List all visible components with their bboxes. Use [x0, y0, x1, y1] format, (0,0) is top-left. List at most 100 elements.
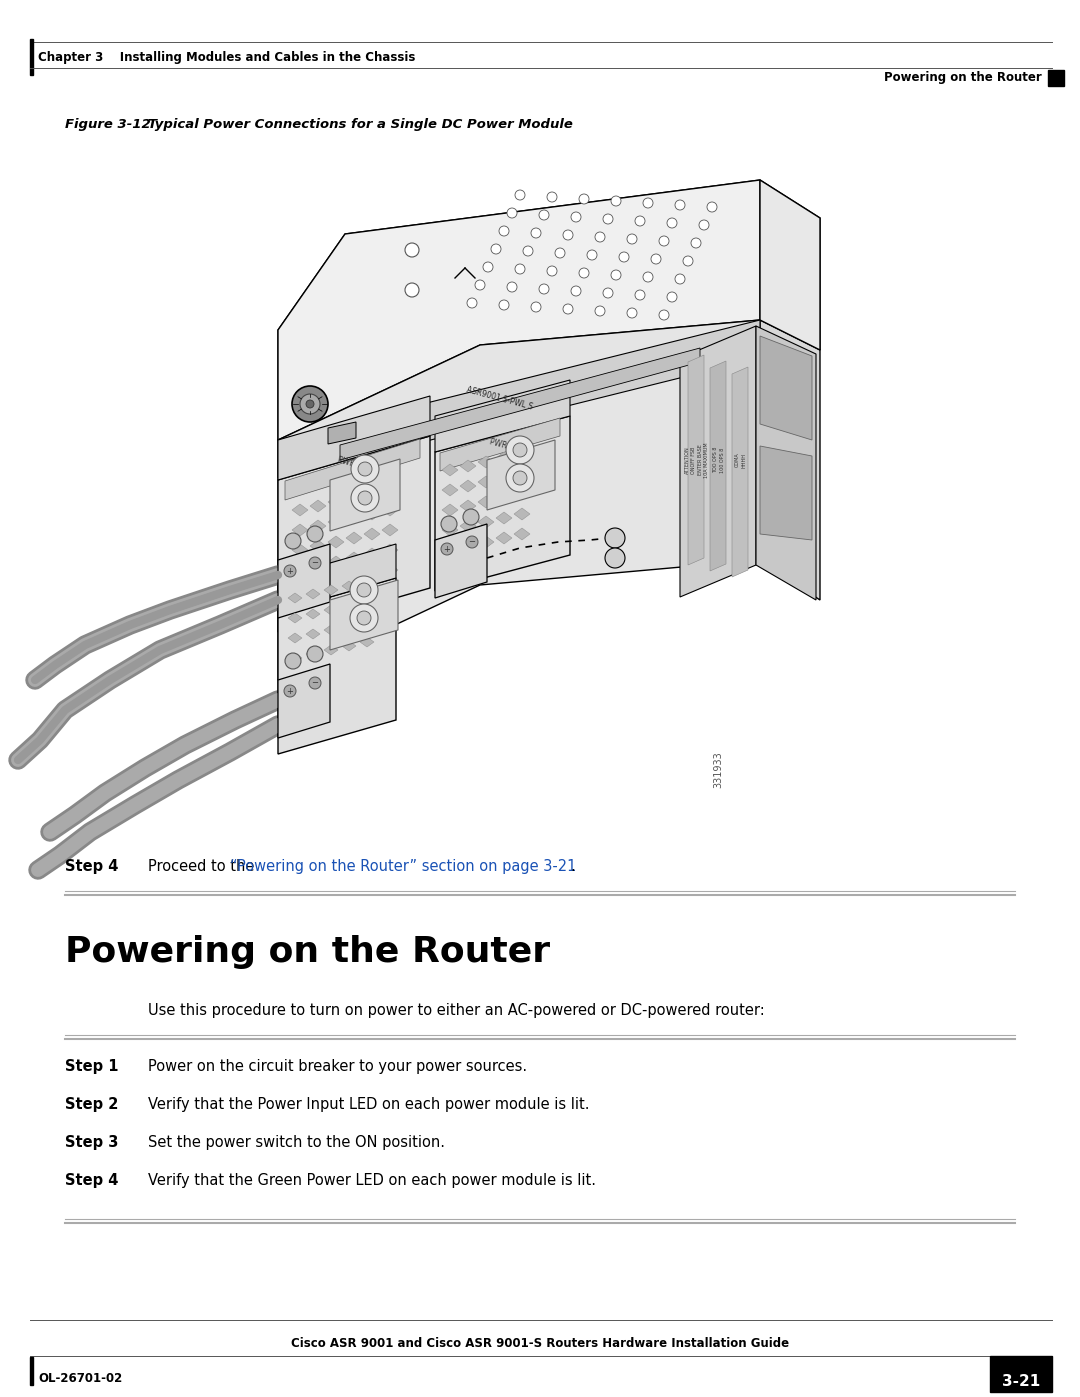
Polygon shape [342, 581, 356, 591]
Polygon shape [514, 509, 530, 520]
Circle shape [667, 292, 677, 302]
Polygon shape [460, 541, 476, 552]
Circle shape [571, 286, 581, 296]
Circle shape [513, 471, 527, 485]
Polygon shape [288, 613, 302, 623]
Text: ATTENTION
ONOFF FSB
ENTER BASE
10A MAXIMUM: ATTENTION ONOFF FSB ENTER BASE 10A MAXIM… [685, 443, 710, 478]
Polygon shape [306, 629, 320, 638]
Polygon shape [760, 337, 812, 440]
Polygon shape [346, 552, 362, 564]
Polygon shape [460, 481, 476, 492]
Text: Step 2: Step 2 [65, 1097, 119, 1112]
Polygon shape [342, 641, 356, 651]
Text: PWR 0: PWR 0 [337, 455, 363, 471]
Circle shape [292, 386, 328, 422]
Polygon shape [328, 422, 356, 444]
Polygon shape [760, 180, 820, 351]
Text: −: − [469, 538, 475, 546]
Polygon shape [514, 528, 530, 541]
Circle shape [351, 455, 379, 483]
Circle shape [284, 564, 296, 577]
Polygon shape [292, 543, 308, 556]
Circle shape [605, 548, 625, 569]
Polygon shape [496, 453, 512, 464]
Polygon shape [278, 180, 760, 440]
Text: +: + [444, 545, 450, 553]
Polygon shape [288, 592, 302, 604]
Text: Chapter 3    Installing Modules and Cables in the Chassis: Chapter 3 Installing Modules and Cables … [38, 50, 416, 63]
Text: Power on the circuit breaker to your power sources.: Power on the circuit breaker to your pow… [148, 1059, 527, 1074]
Polygon shape [328, 496, 345, 509]
Polygon shape [306, 609, 320, 619]
Text: Step 1: Step 1 [65, 1059, 119, 1074]
Polygon shape [324, 624, 338, 636]
Polygon shape [278, 320, 760, 680]
Circle shape [507, 282, 517, 292]
Circle shape [667, 218, 677, 228]
Text: Step 3: Step 3 [65, 1134, 119, 1150]
Circle shape [284, 685, 296, 697]
Text: Set the power switch to the ON position.: Set the power switch to the ON position. [148, 1134, 445, 1150]
Circle shape [635, 217, 645, 226]
Polygon shape [328, 515, 345, 528]
Polygon shape [382, 504, 399, 515]
Text: Cisco ASR 9001 and Cisco ASR 9001-S Routers Hardware Installation Guide: Cisco ASR 9001 and Cisco ASR 9001-S Rout… [291, 1337, 789, 1350]
Circle shape [307, 527, 323, 542]
Polygon shape [306, 590, 320, 599]
Circle shape [309, 678, 321, 689]
Text: 3-21: 3-21 [1002, 1375, 1040, 1389]
Circle shape [563, 231, 573, 240]
Circle shape [588, 250, 597, 260]
Polygon shape [288, 633, 302, 643]
Polygon shape [478, 536, 494, 548]
Circle shape [483, 263, 492, 272]
Polygon shape [442, 524, 458, 536]
Text: Powering on the Router: Powering on the Router [65, 935, 550, 970]
Circle shape [691, 237, 701, 249]
Polygon shape [496, 472, 512, 483]
Text: Powering on the Router: Powering on the Router [885, 71, 1042, 84]
Polygon shape [496, 492, 512, 504]
Polygon shape [478, 515, 494, 528]
Polygon shape [288, 652, 302, 664]
Polygon shape [382, 543, 399, 556]
Polygon shape [460, 460, 476, 472]
Polygon shape [278, 543, 330, 617]
Polygon shape [382, 483, 399, 496]
Text: COMA
HHHH: COMA HHHH [735, 453, 746, 468]
Circle shape [357, 462, 372, 476]
Circle shape [643, 198, 653, 208]
Polygon shape [756, 326, 816, 599]
Circle shape [465, 536, 478, 548]
Polygon shape [442, 483, 458, 496]
Circle shape [675, 274, 685, 284]
Circle shape [307, 645, 323, 662]
Polygon shape [442, 464, 458, 476]
Polygon shape [342, 601, 356, 610]
Circle shape [531, 228, 541, 237]
Circle shape [463, 509, 480, 525]
Circle shape [651, 254, 661, 264]
Circle shape [475, 279, 485, 291]
Polygon shape [360, 637, 374, 647]
Polygon shape [360, 617, 374, 627]
Circle shape [619, 251, 629, 263]
Polygon shape [382, 564, 399, 576]
Circle shape [627, 235, 637, 244]
Polygon shape [460, 500, 476, 511]
Polygon shape [278, 664, 330, 738]
Polygon shape [278, 543, 396, 612]
Text: PWR 1: PWR 1 [489, 437, 515, 453]
Circle shape [507, 208, 517, 218]
Bar [1048, 70, 1064, 87]
Polygon shape [328, 576, 345, 588]
Circle shape [300, 394, 320, 414]
Polygon shape [310, 541, 326, 552]
Text: 331933: 331933 [713, 752, 723, 788]
Polygon shape [324, 645, 338, 655]
Circle shape [603, 288, 613, 298]
Circle shape [499, 226, 509, 236]
Polygon shape [732, 367, 748, 577]
Circle shape [603, 214, 613, 224]
Circle shape [309, 557, 321, 569]
